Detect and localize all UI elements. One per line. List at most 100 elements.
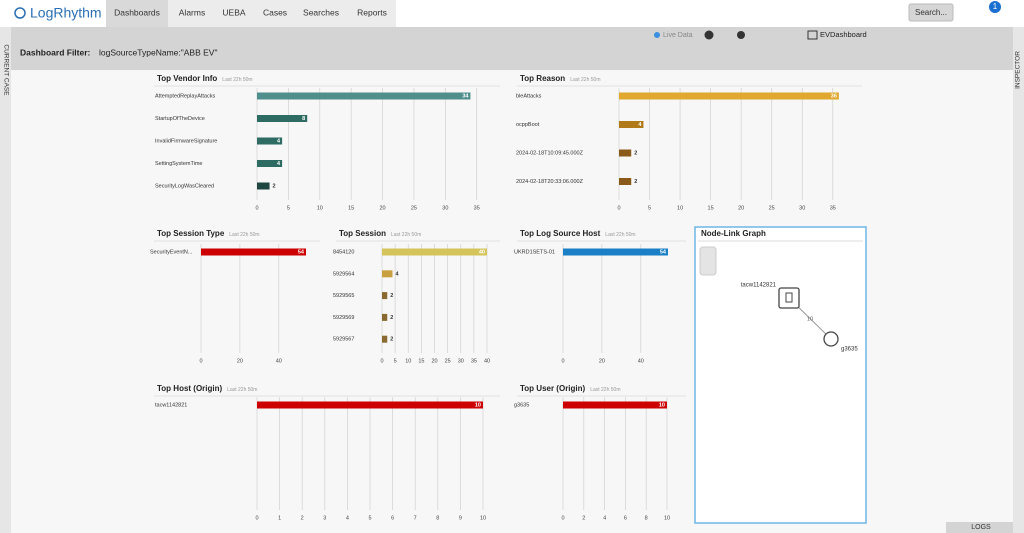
panel-title: Top User (Origin) [520,384,586,393]
filter-value[interactable]: logSourceTypeName:"ABB EV" [99,47,217,57]
category-label: StartupOfTheDevice [155,116,205,122]
value-label: 2 [390,315,393,321]
x-tick-label: 20 [237,358,243,364]
bar [619,178,632,185]
x-tick-label: 5 [287,205,290,211]
x-tick-label: 25 [445,358,451,364]
value-label: 2 [390,293,393,299]
panel-subtitle: Last 22h 50m [229,232,259,238]
x-tick-label: 30 [799,205,805,211]
category-label: bleAttacks [516,93,542,99]
x-tick-label: 40 [484,358,490,364]
category-label: 5929565 [333,293,354,299]
bar [257,115,308,122]
x-tick-label: 5 [648,205,651,211]
x-tick-label: 10 [677,205,683,211]
category-label: UKRD1SETS-01 [514,249,555,255]
tab[interactable]: Dashboards [114,7,160,17]
category-label: ocppBoot [516,122,540,128]
x-tick-label: 20 [431,358,437,364]
edge-label: 10 [807,316,813,322]
x-tick-label: 25 [411,205,417,211]
value-label: 54 [298,249,305,255]
node[interactable] [778,287,800,309]
x-tick-label: 0 [561,515,564,521]
node-graph-panel[interactable] [694,226,867,524]
x-tick-label: 35 [474,205,480,211]
value-label: 34 [462,93,469,99]
x-tick-label: 0 [617,205,620,211]
toolbar [0,27,1024,70]
logs-tab[interactable] [946,522,1013,533]
tab[interactable]: Cases [263,7,287,17]
value-label: 8 [302,116,305,122]
node-label: g3635 [841,347,858,353]
x-tick-label: 20 [599,358,605,364]
tab[interactable]: Alarms [179,7,205,17]
clock-button[interactable] [737,31,745,39]
x-tick-label: 15 [708,205,714,211]
value-label: 4 [277,138,281,144]
category-label: SecurityEventN... [150,249,193,255]
x-tick-label: 1 [278,515,281,521]
logo-icon [14,7,26,19]
x-tick-label: 0 [255,205,258,211]
value-label: 4 [277,161,281,167]
panel-title: Top Session Type [157,229,225,238]
x-tick-label: 0 [255,515,258,521]
x-tick-label: 30 [442,205,448,211]
bar [257,401,483,409]
search-button[interactable] [908,3,954,22]
bar [257,182,270,190]
x-tick-label: 10 [405,358,411,364]
category-label: SecurityLogWasCleared [155,183,214,189]
x-tick-label: 15 [348,205,354,211]
badge-count: 1 [993,2,998,11]
category-label: SettingSystemTime [155,161,202,167]
dashboard-name[interactable]: EVDashboard [820,30,867,39]
panel-title: Top Reason [520,74,565,83]
category-label: 5929564 [333,271,354,277]
bar [382,335,388,343]
x-tick-label: 2 [301,515,304,521]
x-tick-label: 4 [346,515,349,521]
bar [257,92,471,100]
live-dot[interactable] [654,32,660,38]
x-tick-label: 0 [380,358,383,364]
value-label: 2 [634,150,637,156]
node-icon [785,292,793,303]
badge[interactable] [989,1,1001,13]
bar [619,121,644,128]
tab[interactable]: Searches [303,7,339,17]
x-tick-label: 20 [738,205,744,211]
tab[interactable]: UEBA [222,7,245,17]
x-tick-label: 35 [471,358,477,364]
x-tick-label: 9 [459,515,462,521]
x-tick-label: 8 [645,515,648,521]
panel-title: Top Log Source Host [520,229,601,238]
value-label: 36 [831,93,837,99]
pause-button[interactable] [704,30,714,40]
category-label: AttemptedReplayAttacks [155,93,215,99]
x-tick-label: 5 [368,515,371,521]
live-label: Live Data [663,32,693,39]
right-sidebar-label[interactable]: INSPECTOR [1015,51,1022,89]
zoom-control[interactable] [699,246,717,276]
category-label: tacw1142821 [155,402,187,408]
left-sidebar-label[interactable]: CURRENT CASE [2,44,9,96]
panel-subtitle: Last 22h 50m [605,232,635,238]
category-label: 5929567 [333,337,354,343]
bar [619,92,839,100]
panel-title: Top Session [339,229,386,238]
x-tick-label: 10 [317,205,323,211]
x-tick-label: 20 [379,205,385,211]
value-label: 4 [396,271,400,277]
panel-subtitle: Last 22h 50m [590,387,620,393]
x-tick-label: 30 [458,358,464,364]
value-label: 4 [638,122,642,128]
category-label: g3635 [514,402,529,408]
node[interactable] [823,331,839,347]
bar [257,160,283,167]
x-tick-label: 3 [323,515,326,521]
tab[interactable]: Reports [357,7,387,17]
